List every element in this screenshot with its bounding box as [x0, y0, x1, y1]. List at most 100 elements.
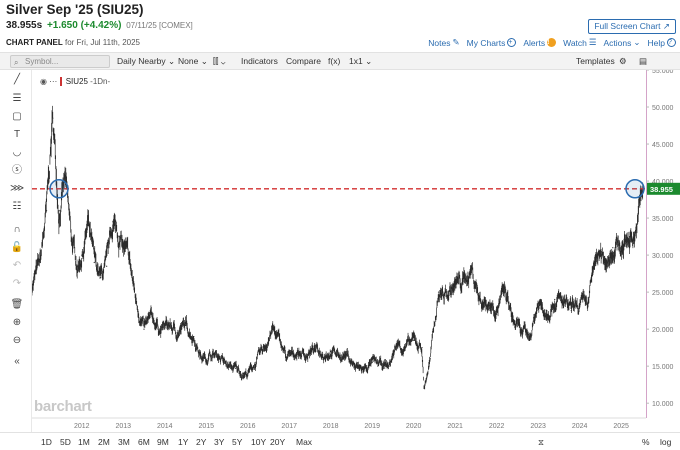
y-tick-label: 15.000	[652, 364, 674, 371]
y-tick-label: 35.000	[652, 216, 674, 223]
data-point	[471, 269, 473, 271]
data-point	[612, 247, 614, 249]
actions-menu[interactable]: Actions ⌄	[604, 37, 641, 48]
data-point	[70, 239, 73, 241]
fx-button[interactable]: f(x)	[328, 56, 341, 66]
trash-icon[interactable]: 🗑	[10, 299, 24, 310]
symbol-input[interactable]: ⌕ Symbol...	[10, 55, 110, 68]
data-point	[512, 321, 514, 323]
measure-tool-icon[interactable]: ⋙	[10, 183, 25, 194]
range-3m[interactable]: 3M	[118, 437, 130, 447]
x-tick-label: 2020	[406, 423, 422, 430]
overlay-select[interactable]: None ⌄	[178, 56, 208, 67]
redo-icon[interactable]: ↷	[12, 278, 22, 289]
range-9m[interactable]: 9M	[157, 437, 169, 447]
price-axis[interactable]: 55.000 50.000 45.000 40.000 35.000 30.000 25.0…	[646, 68, 680, 432]
date-range-icon[interactable]: ⧖	[538, 437, 544, 447]
layers-icon[interactable]: ▤	[639, 56, 648, 66]
more-icon[interactable]: ⋯	[49, 77, 58, 86]
data-point	[112, 221, 114, 223]
watch-link[interactable]: Watch ☰	[563, 37, 596, 48]
price-marker-start	[49, 179, 69, 199]
text-tool-icon[interactable]: T	[13, 129, 21, 140]
range-2m[interactable]: 2M	[98, 437, 110, 447]
alerts-link[interactable]: Alerts!	[523, 37, 557, 48]
range-5y[interactable]: 5Y	[232, 437, 243, 447]
data-point	[504, 291, 506, 293]
data-point	[122, 247, 124, 249]
collapse-toolbar-icon[interactable]: «	[14, 356, 20, 367]
range-1d[interactable]: 1D	[41, 437, 52, 447]
price-label-tool-icon[interactable]: ⓢ	[12, 165, 22, 176]
chevron-down-icon: ⌄	[200, 56, 208, 66]
eye-icon[interactable]: ◉	[40, 77, 47, 86]
data-point	[201, 358, 203, 360]
plus-circle-icon: +	[507, 38, 517, 47]
gear-icon[interactable]: ⚙	[619, 56, 627, 66]
rectangle-tool-icon[interactable]: ▢	[12, 111, 22, 122]
range-10y[interactable]: 10Y	[251, 437, 267, 447]
fibonacci-tool-icon[interactable]: ☰	[12, 93, 22, 104]
y-tick-label: 50.000	[652, 105, 674, 112]
drawing-toolbar: ╱ ☰ ▢ T ◡ ⓢ ⋙ ☷ ∩ 🔓 ↶ ↷ 🗑 ⊕ ⊖ «	[0, 70, 32, 432]
bar-type-select[interactable]: ⫿⫿ ⌄	[213, 56, 225, 67]
range-1y[interactable]: 1Y	[178, 437, 189, 447]
range-5d[interactable]: 5D	[60, 437, 71, 447]
price-change: +1.650 (+4.42%)	[46, 20, 122, 31]
notes-link[interactable]: Notes ✎	[428, 37, 459, 48]
page-title: Silver Sep '25 (SIU25)	[6, 2, 144, 17]
data-point	[272, 328, 274, 330]
interval-select[interactable]: Daily Nearby ⌄	[117, 56, 175, 67]
log-toggle[interactable]: log	[660, 437, 672, 447]
indicators-button[interactable]: Indicators	[241, 56, 278, 66]
data-point	[354, 367, 357, 369]
zoom-out-icon[interactable]: ⊖	[12, 335, 22, 346]
data-point	[639, 206, 641, 208]
zoom-in-icon[interactable]: ⊕	[12, 317, 22, 328]
range-1m[interactable]: 1M	[78, 437, 90, 447]
data-point	[45, 210, 48, 212]
range-max[interactable]: Max	[296, 437, 313, 447]
y-tick-label: 25.000	[652, 290, 674, 297]
range-6m[interactable]: 6M	[138, 437, 150, 447]
x-tick-label: 2019	[364, 423, 380, 430]
range-20y[interactable]: 20Y	[270, 437, 286, 447]
percent-toggle[interactable]: %	[642, 437, 650, 447]
my-charts-link[interactable]: My Charts +	[467, 37, 517, 48]
legend-timeframe: -1Dn-	[90, 77, 111, 86]
data-point	[321, 352, 324, 354]
layout-select[interactable]: 1x1 ⌄	[349, 56, 372, 67]
chevron-down-icon: ⌄	[633, 37, 641, 47]
x-tick-label: 2013	[115, 423, 131, 430]
y-tick-label: 40.000	[652, 179, 674, 186]
price-chart[interactable]: 2012 2013 2014 2015 2016 2017 2018 2019 2020 2021…	[31, 70, 646, 432]
data-point	[595, 254, 597, 256]
x-tick-label: 2012	[74, 423, 90, 430]
chart-panel-title: CHART PANEL	[6, 38, 63, 47]
compare-button[interactable]: Compare	[286, 56, 321, 66]
data-point	[135, 298, 137, 301]
search-icon: ⌕	[14, 58, 19, 67]
watchlist-icon: ☰	[588, 37, 597, 47]
quote-header: Silver Sep '25 (SIU25) 38.955s +1.650 (+…	[0, 0, 680, 52]
overlay-label: None	[178, 56, 199, 66]
full-screen-chart-button[interactable]: Full Screen Chart ↗	[588, 19, 676, 34]
price-axis-canvas: 55.000 50.000 45.000 40.000 35.000 30.000 25.0…	[646, 68, 680, 418]
x-tick-label: 2018	[323, 423, 339, 430]
quote-line: 38.955s +1.650 (+4.42%) 07/11/25 [COMEX]	[6, 20, 193, 31]
x-tick-label: 2017	[281, 423, 297, 430]
data-point	[184, 324, 187, 327]
help-link[interactable]: Help?	[648, 37, 676, 48]
notes-label: Notes	[428, 37, 451, 48]
pattern-tool-icon[interactable]: ☷	[12, 201, 22, 212]
undo-icon[interactable]: ↶	[12, 260, 22, 271]
range-2y[interactable]: 2Y	[196, 437, 207, 447]
range-3y[interactable]: 3Y	[214, 437, 225, 447]
data-point	[554, 298, 556, 301]
trendline-tool-icon[interactable]: ╱	[13, 74, 21, 85]
lock-icon[interactable]: 🔓	[10, 242, 24, 253]
magnet-icon[interactable]: ∩	[13, 224, 21, 235]
arc-tool-icon[interactable]: ◡	[12, 147, 22, 158]
templates-button[interactable]: Templates	[576, 56, 615, 66]
data-point	[603, 261, 606, 264]
